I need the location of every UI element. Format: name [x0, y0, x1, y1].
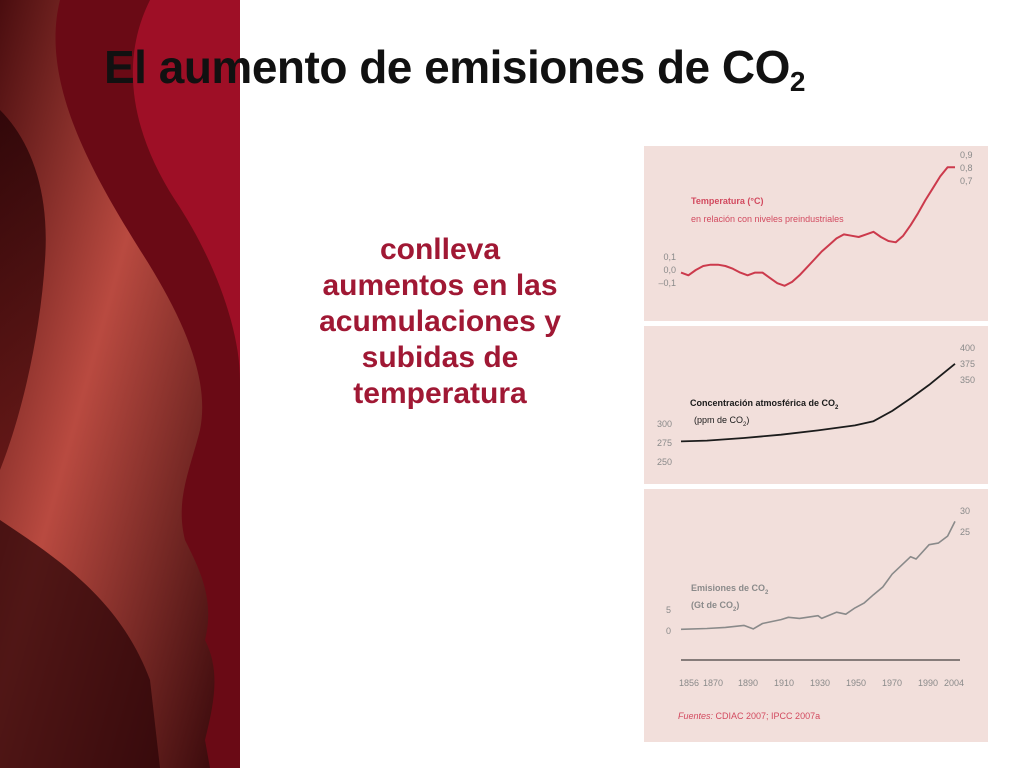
x-tick-label: 1930: [810, 678, 830, 688]
emissions-tick-left: 0: [666, 626, 671, 636]
x-tick-label: 1990: [918, 678, 938, 688]
co2-subtitle: (ppm de CO2): [694, 415, 749, 428]
chart-svg: Temperatura (°C) en relación con niveles…: [644, 146, 988, 742]
temp-tick-right: 0,8: [960, 163, 973, 173]
title-main: El aumento de emisiones de CO: [104, 41, 790, 93]
emissions-tick-right: 25: [960, 527, 970, 537]
co2-tick-left: 250: [657, 457, 672, 467]
temperature-line: [680, 166, 955, 287]
x-tick-label: 1910: [774, 678, 794, 688]
co2-tick-right: 375: [960, 359, 975, 369]
emissions-title: Emisiones de CO2: [691, 583, 769, 596]
title-subscript: 2: [789, 66, 806, 97]
temp-tick-right: 0,7: [960, 176, 973, 186]
emissions-line: [680, 521, 956, 631]
temp-title: Temperatura (°C): [691, 196, 763, 206]
co2-tick-left: 300: [657, 419, 672, 429]
temp-tick-left: 0,1: [663, 252, 676, 262]
hair-shadow: [0, 110, 46, 470]
temp-tick-left: –0,1: [658, 278, 676, 288]
subtitle-line: aumentos en las: [322, 269, 558, 302]
co2-tick-right: 400: [960, 343, 975, 353]
subtitle-line: temperatura: [353, 377, 527, 410]
subtitle-line: subidas de: [361, 341, 519, 374]
subtitle-line: conlleva: [379, 233, 501, 266]
slide-subtitle: conlleva aumentos en las acumulaciones y…: [270, 232, 610, 412]
x-tick-label: 1856: [679, 678, 699, 688]
source-note: Fuentes: CDIAC 2007; IPCC 2007a: [678, 711, 820, 721]
x-tick-label: 1870: [703, 678, 723, 688]
temp-tick-left: 0,0: [663, 265, 676, 275]
co2-tick-left: 275: [657, 438, 672, 448]
x-tick-label: 1950: [846, 678, 866, 688]
subtitle-line: acumulaciones y: [319, 305, 561, 338]
emissions-tick-right: 30: [960, 506, 970, 516]
x-tick-label: 1890: [738, 678, 758, 688]
co2-title: Concentración atmosférica de CO2: [690, 398, 839, 411]
x-tick-labels: 1856 1870 1890 1910 1930 1950 1970 1990 2004: [679, 678, 964, 688]
neck-shadow: [0, 520, 160, 768]
climate-figure: Temperatura (°C) en relación con niveles…: [644, 146, 988, 742]
emissions-subtitle: (Gt de CO2): [691, 600, 739, 613]
temp-tick-right: 0,9: [960, 150, 973, 160]
co2-concentration-line: [680, 363, 956, 443]
panel-temperature: [644, 146, 988, 321]
co2-tick-right: 350: [960, 375, 975, 385]
x-tick-label: 1970: [882, 678, 902, 688]
x-tick-label: 2004: [944, 678, 964, 688]
panel-co2: [644, 326, 988, 484]
temp-subtitle: en relación con niveles preindustriales: [691, 214, 844, 224]
emissions-tick-left: 5: [666, 605, 671, 615]
page-title: El aumento de emisiones de CO2: [104, 40, 805, 98]
